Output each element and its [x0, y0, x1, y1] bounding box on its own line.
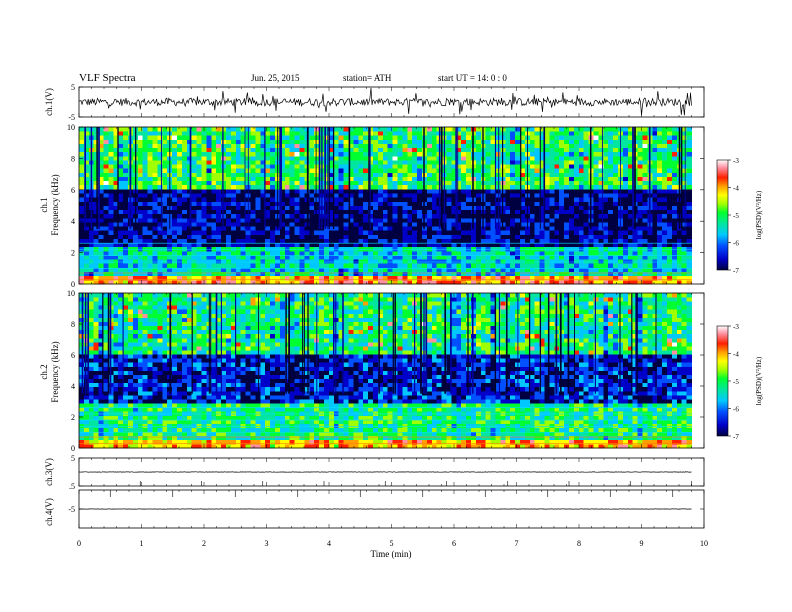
ch1-spectrogram-cells — [79, 127, 692, 285]
time-axis: 0 1 2 3 4 5 6 7 8 9 10 — [77, 539, 708, 548]
ch2-spectrogram-ytick-label: 4 — [71, 382, 75, 391]
ch1-panel: 5 -5 — [68, 83, 705, 122]
ch1-spectrogram-x-ticks — [78, 127, 705, 284]
x-tick-label: 4 — [327, 539, 331, 548]
ch1-spec-ylabel-frequency: Frequency (kHz) — [50, 174, 60, 235]
ch1-spectrogram-narrowband-lines — [79, 242, 692, 280]
ch4-ylabel: ch.4(V) — [44, 498, 54, 526]
x-tick-label: 9 — [640, 539, 644, 548]
ch1-spectrogram-ytick-label: 0 — [71, 280, 75, 289]
ch3-ytick-label: 5 — [71, 454, 75, 463]
x-tick-label: 7 — [515, 539, 519, 548]
ch2-spectrogram-narrowband-lines — [79, 407, 692, 444]
ch2-colorbar-gradient — [716, 325, 729, 437]
ch1-colorbar-label: log(PSD)(V²/Hz) — [755, 190, 763, 239]
ch1-spectrogram-colorbar-tick: -4 — [733, 185, 739, 193]
ch1-spectrogram-ytick-label: 6 — [71, 186, 75, 195]
ch1-spectrogram-colorbar-tick: -7 — [733, 267, 739, 275]
ch3-ytick-label: .5 — [69, 482, 75, 491]
ch2-spectrogram-ytick-label: 6 — [71, 351, 75, 360]
ch2-spectrogram-ytick-label: 8 — [71, 320, 75, 329]
ch1-spec-ylabel-channel: ch.1 — [39, 197, 49, 212]
ch1-ylabel: ch.1(V) — [44, 88, 54, 116]
x-tick-label: 8 — [577, 539, 581, 548]
ch3-ylabel: ch.3(V) — [44, 458, 54, 486]
ch2-spec-ylabel-channel: ch.2 — [39, 364, 49, 379]
x-tick-label: 5 — [390, 539, 394, 548]
ch2-colorbar: -3 -4 -5 -6 -7 log(PSD)(V²/Hz) — [716, 323, 763, 441]
ch1-spectrogram-colorbar-tick: -3 — [733, 157, 739, 165]
ch2-spectrogram-colorbar-tick: -3 — [733, 323, 739, 331]
start-time-label: start UT = 14: 0 : 0 — [438, 73, 507, 83]
ch1-spectrogram-ytick-label: 10 — [67, 123, 75, 132]
ch2-spectrogram-ytick-label: 2 — [71, 413, 75, 422]
ch1-spectrogram-ytick-label: 2 — [71, 249, 75, 258]
ch4-panel: -5 — [68, 489, 705, 529]
ch3-waveform-x-ticks — [78, 458, 705, 486]
ch1-spectrogram-ytick-label: 8 — [71, 154, 75, 163]
date-label: Jun. 25, 2015 — [251, 73, 300, 83]
x-axis-label: Time (min) — [371, 549, 412, 559]
ch1-ytick-label: -5 — [68, 113, 75, 122]
x-tick-label: 10 — [700, 539, 708, 548]
ch2-spec-ylabel-frequency: Frequency (kHz) — [50, 341, 60, 402]
ch1-spectrogram-panel: 10 8 6 4 2 0 — [67, 123, 705, 289]
ch1-colorbar: -3 -4 -5 -6 -7 log(PSD)(V²/Hz) — [716, 157, 763, 275]
ch2-spectrogram-colorbar-tick: -6 — [733, 406, 739, 414]
ch2-spectrogram-panel: 10 8 6 4 2 0 — [67, 289, 705, 453]
ch1-spectrogram-ytick-label: 4 — [71, 217, 75, 226]
ch2-spectrogram-x-ticks — [78, 293, 705, 448]
ch3-panel: 5.5 — [69, 454, 705, 491]
x-tick-label: 1 — [140, 539, 144, 548]
x-tick-label: 6 — [452, 539, 456, 548]
x-tick-label: 2 — [202, 539, 206, 548]
ch2-spectrogram-colorbar-tick: -5 — [733, 378, 739, 386]
ch4-waveform-x-ticks — [78, 490, 705, 528]
ch2-colorbar-label: log(PSD)(V²/Hz) — [755, 356, 763, 405]
ch4-ytick-label: -5 — [68, 505, 75, 514]
ch2-spectrogram-ytick-label: 0 — [71, 444, 75, 453]
ch2-spectrogram-cells — [79, 293, 692, 449]
ch2-spectrogram-colorbar-tick: -4 — [733, 351, 739, 359]
x-tick-label: 3 — [265, 539, 269, 548]
station-label: station= ATH — [343, 73, 392, 83]
ch1-waveform-trace — [78, 87, 692, 116]
ch1-waveform-x-ticks — [78, 87, 705, 117]
ch1-colorbar-gradient — [716, 159, 729, 271]
ch1-spectrogram-colorbar-tick: -5 — [733, 212, 739, 220]
x-tick-label: 0 — [77, 539, 81, 548]
ch1-spectrogram-colorbar-tick: -6 — [733, 240, 739, 248]
ch2-spectrogram-ytick-label: 10 — [67, 289, 75, 298]
chart-title: VLF Spectra — [79, 72, 136, 84]
ch1-ytick-label: 5 — [71, 83, 75, 92]
ch2-spectrogram-colorbar-tick: -7 — [733, 433, 739, 441]
